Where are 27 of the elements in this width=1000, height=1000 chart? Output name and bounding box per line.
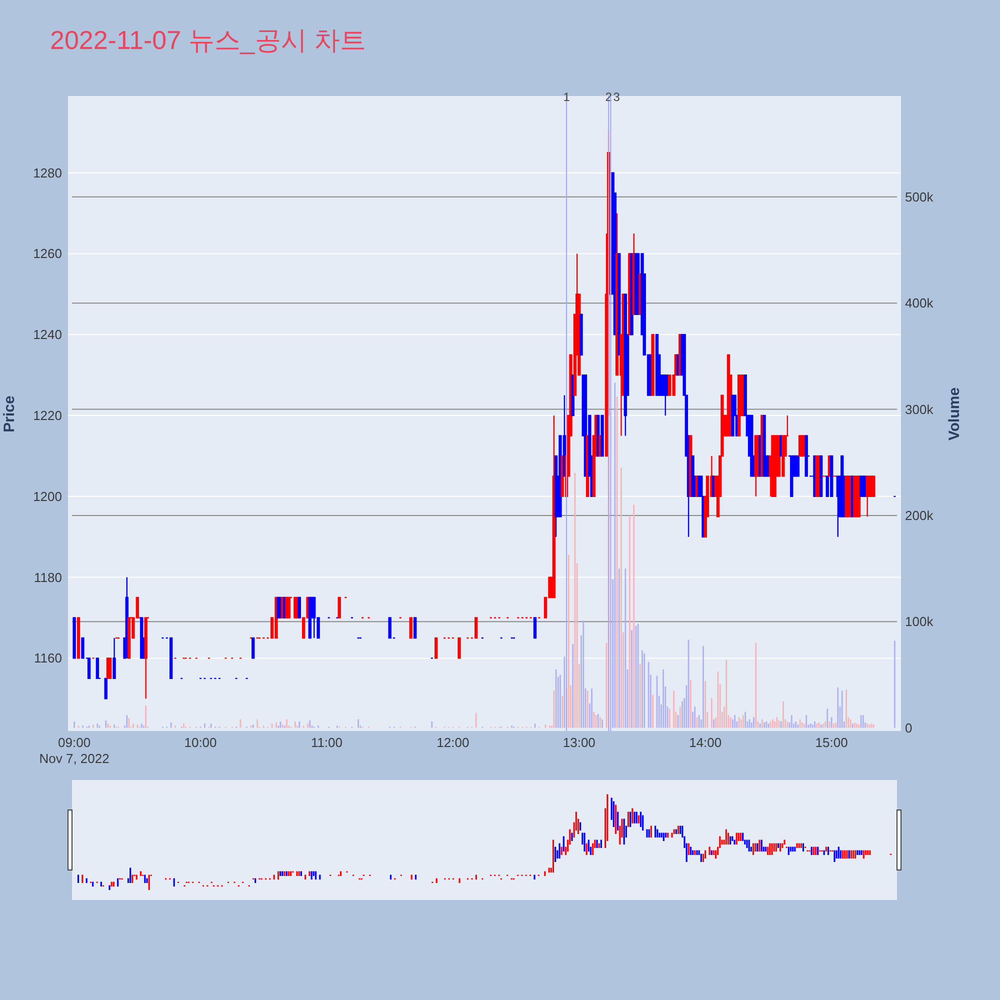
y-tick-label: 1240: [33, 327, 62, 342]
y2-tick-label: 400k: [905, 296, 934, 311]
y2-tick-label: 100k: [905, 614, 934, 630]
x-tick-label: 15:00: [815, 735, 848, 750]
y-tick-label: 1280: [33, 165, 62, 180]
ref-line-label: 2: [605, 90, 612, 104]
y2-axis-title: Volume: [946, 387, 963, 441]
chart-title: 2022-11-07 뉴스_공시 차트: [50, 25, 366, 55]
y-tick-label: 1160: [34, 650, 62, 666]
y-tick-label: 1200: [33, 488, 62, 504]
y-tick-label: 1260: [33, 246, 62, 262]
y-axis-title: Price: [1, 396, 18, 432]
x-tick-label: 11:00: [310, 735, 343, 750]
x-tick-label: 09:00: [58, 735, 91, 750]
x-tick-label: 10:00: [184, 735, 217, 750]
text: Nov 7, 2022: [39, 751, 110, 766]
y2-tick-label: 500k: [905, 189, 934, 204]
x-tick-label: 14:00: [689, 735, 722, 750]
ref-line-label: 1: [563, 90, 570, 104]
y2-tick-label: 200k: [905, 508, 934, 523]
y2-tick-label: 0: [905, 720, 912, 736]
y-tick-label: 1180: [34, 570, 62, 585]
ref-line-label: 3: [613, 90, 620, 104]
x-tick-label: 12:00: [436, 735, 470, 750]
x-tick-label: 13:00: [562, 735, 596, 750]
y2-tick-label: 300k: [905, 402, 934, 417]
y-tick-label: 1220: [33, 408, 62, 424]
